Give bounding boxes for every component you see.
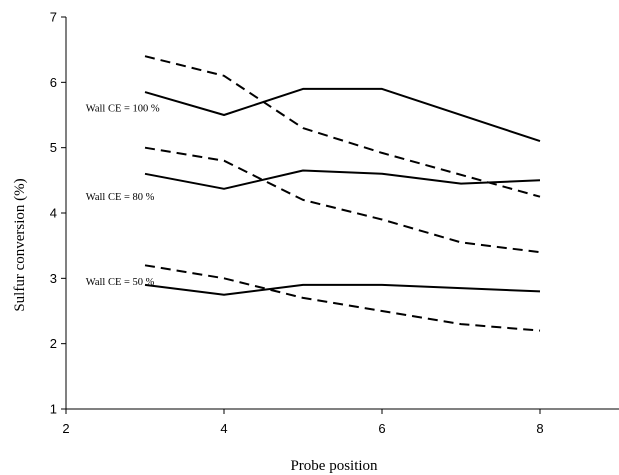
x-tick-label: 4: [220, 421, 227, 436]
series-line-5-solid: [144, 283, 541, 296]
annotation-label: Wall CE = 50 %: [86, 277, 155, 288]
x-axis-title: Probe position: [290, 458, 378, 474]
x-tick-label: 8: [536, 421, 543, 436]
y-axis-title: Sulfur conversion (%): [12, 178, 28, 311]
x-tick-label: 2: [62, 421, 69, 436]
y-tick-label: 4: [50, 206, 57, 221]
y-tick-label: 3: [50, 271, 57, 286]
y-tick-label: 1: [50, 402, 57, 417]
annotation-group: Wall CE = 100 % Wall CE = 80 % Wall CE = 5…: [86, 104, 160, 288]
series-group: [144, 55, 541, 332]
series-line-1-solid: [144, 87, 541, 143]
series-line-6-dashed: [144, 264, 541, 332]
series-line-4-dashed: [144, 146, 541, 254]
annotation-label: Wall CE = 80 %: [86, 192, 155, 203]
series-line-2-dashed: [144, 55, 541, 198]
y-tick-label: 6: [50, 75, 57, 90]
y-tick-label: 2: [50, 336, 57, 351]
y-tick-label: 5: [50, 140, 57, 155]
annotation-label: Wall CE = 100 %: [86, 104, 160, 115]
x-tick-label: 6: [378, 421, 385, 436]
y-tick-label: 7: [50, 10, 57, 25]
series-line-3-solid: [144, 169, 541, 190]
